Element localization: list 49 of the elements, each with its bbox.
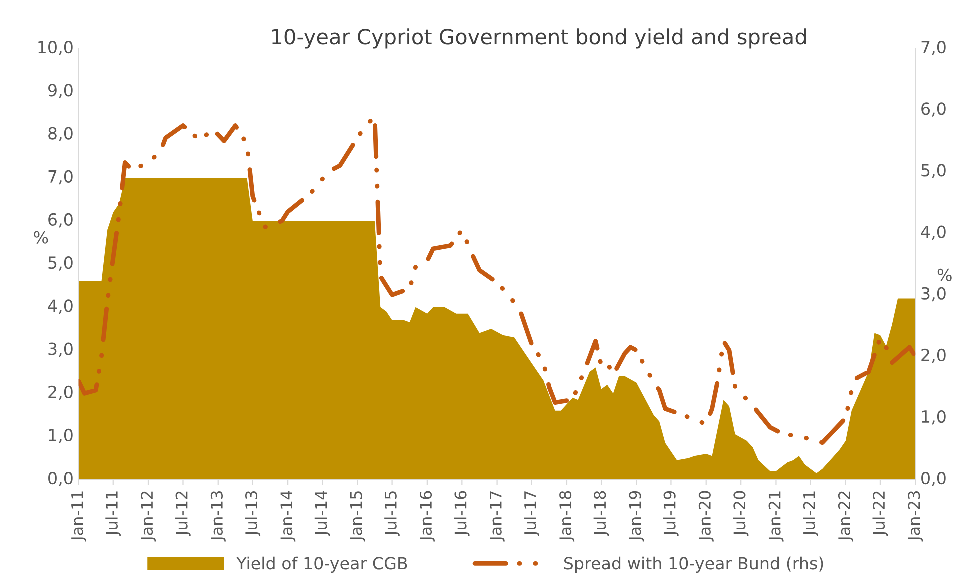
x-tick-label: Jul-13 xyxy=(245,492,261,536)
x-tick-label: Jul-21 xyxy=(803,492,818,536)
x-tick-label: Jan-12 xyxy=(141,492,156,542)
x-tick-label: Jul-14 xyxy=(314,491,330,536)
x-tick-label: Jan-19 xyxy=(629,491,644,542)
y-tick-label: 2,0 xyxy=(48,386,73,400)
x-tick-label: Jul-16 xyxy=(454,491,470,536)
y-tick-label: 1,0 xyxy=(49,428,73,444)
x-tick-label: Jan-17 xyxy=(490,492,505,542)
x-tick-label: Jan-11 xyxy=(72,492,86,542)
y2-tick-label: 5,0 xyxy=(922,164,946,178)
y2-tick-label: 0,0 xyxy=(922,472,946,486)
y-tick-label: 3,0 xyxy=(48,342,73,358)
y2-tick-label: 3,0 xyxy=(922,287,946,302)
x-tick-label: Jul-11 xyxy=(106,492,121,536)
x-tick-label: Jul-20 xyxy=(733,491,749,536)
x-tick-label: Jul-17 xyxy=(524,492,540,536)
x-tick-label: Jan-18 xyxy=(560,491,575,542)
x-tick-label: Jan-23 xyxy=(908,492,924,542)
y-tick-label: 6,0 xyxy=(48,213,73,228)
y-tick-label: 5,0 xyxy=(48,256,73,271)
y2-tick-label: 6,0 xyxy=(922,102,946,117)
legend-label: Yield of 10-year CGB xyxy=(236,556,408,573)
y-tick-label: 8,0 xyxy=(48,127,73,142)
y2-tick-label: 2,0 xyxy=(922,348,946,364)
y-axis-title: % xyxy=(34,231,48,244)
y-tick-label: 0,0 xyxy=(48,472,73,486)
chart-title: 10-year Cypriot Government bond yield and spread xyxy=(272,28,806,49)
y-tick-label: 9,0 xyxy=(48,84,73,98)
x-tick-label: Jan-16 xyxy=(420,491,436,542)
legend-label: Spread with 10-year Bund (rhs) xyxy=(564,556,824,573)
y2-tick-label: 1,0 xyxy=(922,410,946,425)
x-tick-label: Jul-22 xyxy=(872,492,888,536)
y-tick-label: 4,0 xyxy=(48,300,73,314)
x-tick-label: Jul-15 xyxy=(384,492,400,536)
y-tick-label: 10,0 xyxy=(38,41,73,56)
x-tick-label: Jul-18 xyxy=(594,491,610,536)
x-tick-label: Jan-15 xyxy=(350,492,366,542)
x-tick-label: Jan-14 xyxy=(280,491,296,542)
x-tick-label: Jan-13 xyxy=(210,492,226,542)
y2-tick-label: 4,0 xyxy=(921,226,946,240)
x-tick-label: Jan-20 xyxy=(698,491,714,542)
x-tick-label: Jan-21 xyxy=(768,492,784,542)
y2-axis-title: % xyxy=(938,268,952,282)
x-tick-label: Jul-19 xyxy=(663,491,679,536)
x-tick-label: Jan-22 xyxy=(838,492,854,542)
y2-tick-label: 7,0 xyxy=(922,41,946,56)
y-tick-label: 7,0 xyxy=(48,170,73,185)
x-tick-label: Jul-12 xyxy=(176,492,191,536)
